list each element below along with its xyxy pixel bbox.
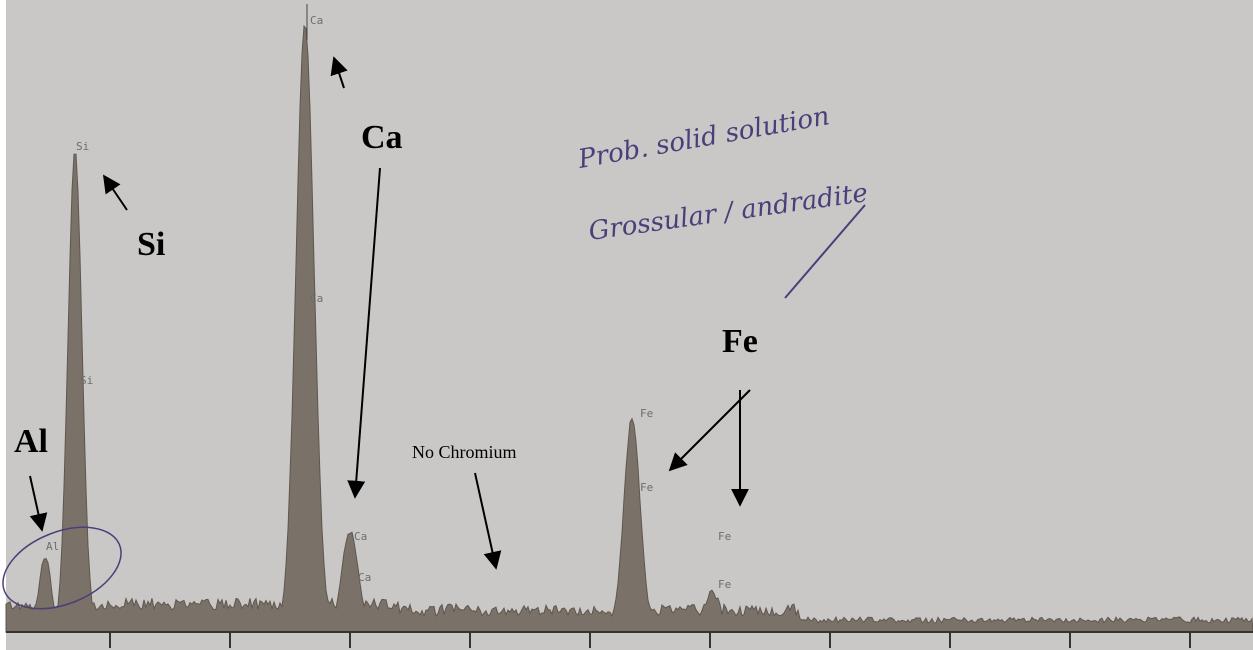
annotation: Al (14, 423, 48, 460)
spectrum-page: Ca Si Ca Si Fe Fe Ca Ca Al Fe Fe Ca Si F… (0, 0, 1253, 650)
peak-label: Fe (718, 530, 731, 543)
annotation: Si (137, 226, 165, 263)
annotation: Fe (722, 323, 758, 360)
peak-label: Ca (310, 292, 323, 305)
peak-label: Ca (310, 14, 323, 27)
peak-label: Fe (640, 407, 653, 420)
peak-label: Si (76, 140, 89, 153)
peak-label: Ca (358, 571, 371, 584)
peak-label: Fe (718, 578, 731, 591)
peak-label: Si (80, 374, 93, 387)
annotation: No Chromium (412, 442, 517, 462)
peak-label: Al (46, 540, 59, 553)
peak-label: Fe (640, 481, 653, 494)
annotation: Ca (361, 119, 403, 156)
peak-label: Ca (354, 530, 367, 543)
scan-edge (0, 0, 6, 650)
